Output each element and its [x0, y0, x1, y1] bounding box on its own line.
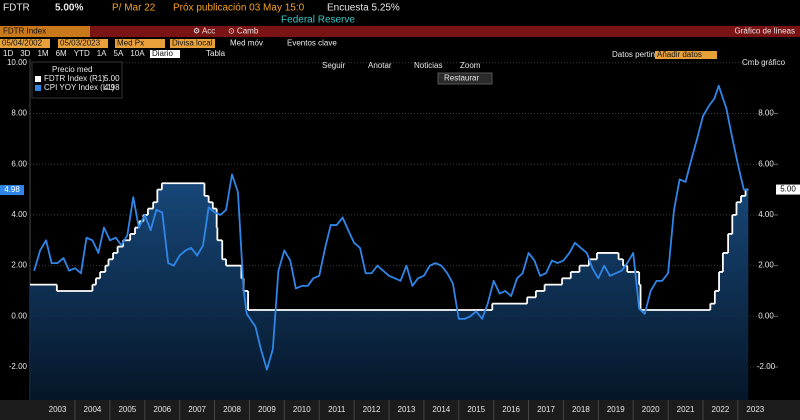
- y-tick-label: 4.00: [11, 210, 27, 219]
- view-title: Gráfico de líneas: [735, 27, 795, 36]
- period-button[interactable]: 1M: [37, 49, 48, 58]
- y-tick-label: -2.00: [9, 362, 28, 371]
- period-button[interactable]: 6M: [56, 49, 67, 58]
- y-tick-label: 10.00: [7, 58, 28, 67]
- x-tick-label: 2011: [328, 405, 346, 414]
- x-tick-label: 2003: [49, 405, 67, 414]
- x-tick-label: 2005: [118, 405, 136, 414]
- security-field[interactable]: FDTR Index: [3, 27, 46, 36]
- y-tick-label: 8.00: [11, 109, 27, 118]
- change-chart[interactable]: Cmb gráfico: [742, 58, 786, 67]
- legend-label: FDTR Index (R1): [44, 74, 105, 83]
- period-button[interactable]: YTD: [74, 49, 90, 58]
- x-tick-label: 2018: [572, 405, 590, 414]
- y2-tick-label: 8.00: [758, 109, 774, 118]
- change-menu[interactable]: ⊙ Camb: [228, 27, 259, 36]
- line: [33, 84, 749, 371]
- y-tick-label: 2.00: [11, 261, 27, 270]
- previous: P/ Mar 22: [112, 3, 156, 14]
- end-date[interactable]: 05/03/2023: [60, 39, 101, 48]
- last-value-label: 5.00: [780, 185, 796, 194]
- survey: Encuesta 5.25%: [327, 3, 400, 14]
- legend-title: Precio med: [52, 65, 92, 74]
- menu-bar: [0, 26, 800, 37]
- legend-label: CPI YOY Index (L1): [44, 83, 115, 92]
- legend-value: 5.00: [104, 74, 120, 83]
- date-box[interactable]: [58, 39, 108, 48]
- x-tick-label: 2004: [84, 405, 102, 414]
- period-button[interactable]: 1D: [3, 49, 13, 58]
- x-tick-label: 2015: [467, 405, 485, 414]
- period-button[interactable]: 1A: [97, 49, 107, 58]
- y-tick-label: 0.00: [11, 311, 27, 320]
- moving-average[interactable]: Med móv: [230, 39, 263, 48]
- legend-swatch: [35, 76, 41, 82]
- toolbar-button[interactable]: Zoom: [460, 61, 481, 70]
- start-date[interactable]: 05/04/2002: [2, 39, 43, 48]
- x-tick-label: 2014: [432, 405, 450, 414]
- x-tick-label: 2008: [223, 405, 241, 414]
- security-box[interactable]: [0, 26, 90, 37]
- table-button[interactable]: Tabla: [206, 49, 226, 58]
- x-tick-label: 2016: [502, 405, 520, 414]
- x-tick-label: 2023: [746, 405, 764, 414]
- y2-tick-label: 0.00: [758, 311, 774, 320]
- frequency-select[interactable]: Diario: [152, 49, 173, 58]
- last-value-label: 4.98: [4, 185, 20, 194]
- period-button[interactable]: 5A: [114, 49, 124, 58]
- period-bar: 1D3D1M6MYTD1A5A10AMáx: [3, 49, 167, 58]
- period-button[interactable]: 10A: [130, 49, 145, 58]
- y-tick-label: 6.00: [11, 159, 27, 168]
- legend: [31, 61, 123, 99]
- restore-label[interactable]: Restaurar: [444, 74, 479, 83]
- key-events[interactable]: Eventos clave: [287, 39, 337, 48]
- related-data[interactable]: Datos pertin: [612, 50, 655, 59]
- x-tick-label: 2021: [677, 405, 695, 414]
- add-data[interactable]: Añadir datos: [657, 50, 702, 59]
- last-value: 5.00%: [55, 3, 83, 14]
- x-tick-label: 2010: [293, 405, 311, 414]
- next-release: Próx publicación 03 May 15:0: [173, 3, 305, 14]
- actions-menu[interactable]: ⚙ Acc: [193, 27, 215, 36]
- area-fill: [30, 183, 749, 400]
- x-tick-label: 2009: [258, 405, 276, 414]
- plot: 10.00 8.00 6.00 4.00 2.00 0.00 -2.00 8.00 6.00 4.…: [0, 58, 800, 420]
- y2-tick-label: -2.00: [757, 362, 776, 371]
- x-tick-label: 2020: [642, 405, 660, 414]
- x-tick-label: 2007: [188, 405, 206, 414]
- chart-toolbar: Seguir Anotar Noticias Zoom: [322, 61, 481, 70]
- field-select[interactable]: Med Px: [117, 39, 144, 48]
- legend-value: 4.98: [104, 83, 120, 92]
- y2-tick-label: 4.00: [758, 210, 774, 219]
- date-box[interactable]: [0, 39, 50, 48]
- restore-button[interactable]: [437, 72, 493, 85]
- y2-tick-label: 2.00: [758, 261, 774, 270]
- add-data-box[interactable]: [655, 51, 717, 59]
- last-value-tag: [776, 184, 800, 195]
- security-name: Federal Reserve: [281, 15, 355, 26]
- currency-select[interactable]: Divisa local: [172, 39, 213, 48]
- currency-box[interactable]: [170, 39, 215, 48]
- last-value-tag: [0, 185, 24, 196]
- frequency-box[interactable]: [150, 50, 180, 58]
- period-button[interactable]: 3D: [20, 49, 30, 58]
- toolbar-button[interactable]: Noticias: [414, 61, 442, 70]
- x-tick-label: 2013: [398, 405, 416, 414]
- toolbar-button[interactable]: Seguir: [322, 61, 345, 70]
- x-tick-label: 2019: [607, 405, 625, 414]
- field-box[interactable]: [115, 39, 165, 48]
- x-tick-label: 2006: [153, 405, 171, 414]
- toolbar-button[interactable]: Anotar: [368, 61, 392, 70]
- x-axis-band: [0, 400, 800, 420]
- y2-tick-label: 6.00: [758, 159, 774, 168]
- legend-swatch: [35, 85, 41, 91]
- ticker: FDTR: [3, 3, 30, 14]
- x-tick-label: 2012: [363, 405, 381, 414]
- x-tick-label: 2022: [712, 405, 730, 414]
- x-tick-label: 2017: [537, 405, 555, 414]
